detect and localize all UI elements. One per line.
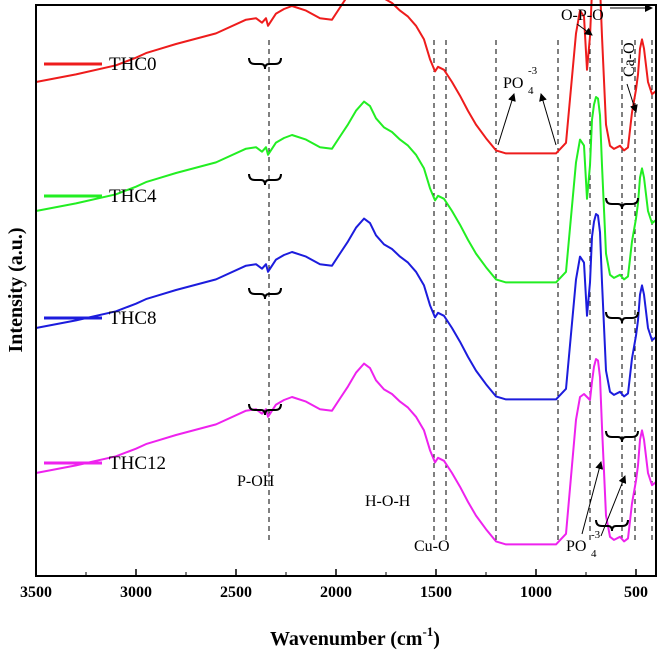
curly-brace bbox=[248, 287, 282, 300]
curly-brace bbox=[605, 430, 639, 443]
curly-braces bbox=[248, 57, 639, 532]
curly-brace bbox=[248, 173, 282, 186]
x-tick-label: 1000 bbox=[520, 584, 552, 601]
x-tick-label: 3000 bbox=[120, 584, 152, 601]
reference-lines bbox=[268, 40, 653, 540]
x-axis-label-sup: -1 bbox=[422, 624, 433, 639]
annotation-cu-o: Cu-O bbox=[414, 538, 450, 555]
series-line-thc4 bbox=[35, 96, 657, 284]
po4-upper-arrow-right bbox=[539, 93, 557, 146]
x-tick-label: 1500 bbox=[420, 584, 452, 601]
curly-brace bbox=[248, 57, 282, 70]
annotations: P-OH H-O-H Cu-O O-P-O Ca-O PO 4 -3 PO 4 … bbox=[237, 4, 653, 560]
po4-upper-arrow-left bbox=[497, 93, 516, 146]
plot-frame bbox=[35, 4, 657, 577]
curly-brace bbox=[248, 403, 282, 416]
curly-brace bbox=[595, 519, 629, 532]
po4-lower-sub: 4 bbox=[591, 548, 597, 560]
annotation-p-oh: P-OH bbox=[237, 473, 275, 490]
x-axis-ticks: 3500 3000 2500 2000 1500 1000 500 bbox=[20, 569, 648, 601]
annotation-ca-o: Ca-O bbox=[621, 42, 638, 77]
po4-upper-sub: 4 bbox=[528, 85, 534, 97]
po4-lower-arrow-left bbox=[581, 461, 604, 535]
annotation-po4-upper: PO bbox=[503, 75, 523, 92]
series-line-thc12 bbox=[35, 358, 657, 546]
series-line-thc8 bbox=[35, 213, 657, 401]
x-tick-label: 500 bbox=[624, 584, 648, 601]
po4-lower-sup: -3 bbox=[591, 529, 601, 541]
po4-upper-base: PO bbox=[503, 75, 523, 92]
x-tick-label: 3500 bbox=[20, 584, 52, 601]
legend-label-thc4: THC4 bbox=[109, 186, 157, 207]
x-axis-label-end: ) bbox=[433, 628, 440, 650]
legend-label-thc8: THC8 bbox=[109, 308, 157, 329]
po4-upper-sup: -3 bbox=[528, 65, 538, 77]
po4-lower-base: PO bbox=[566, 538, 586, 555]
annotation-o-p-o: O-P-O bbox=[561, 7, 604, 24]
x-tick-label: 2000 bbox=[320, 584, 352, 601]
annotation-h-o-h: H-O-H bbox=[365, 493, 411, 510]
curly-brace bbox=[605, 197, 639, 210]
x-tick-label: 2500 bbox=[220, 584, 252, 601]
series-line-thc0 bbox=[35, 0, 657, 155]
curly-brace bbox=[605, 311, 639, 324]
annotation-po4-lower: PO bbox=[566, 538, 586, 555]
series-layer bbox=[35, 0, 657, 546]
legend: THC0 THC4 THC8 THC12 bbox=[44, 54, 166, 474]
ca-o-arrow bbox=[626, 83, 638, 113]
x-axis-label-main: Wavenumber (cm bbox=[270, 628, 423, 650]
legend-label-thc0: THC0 bbox=[109, 54, 157, 75]
y-axis-label: Intensity (a.u.) bbox=[5, 227, 27, 352]
plot-background bbox=[36, 5, 656, 576]
o-p-o-arrow-left bbox=[576, 23, 593, 36]
legend-label-thc12: THC12 bbox=[109, 453, 166, 474]
x-axis-label: Wavenumber (cm-1) bbox=[270, 624, 440, 650]
